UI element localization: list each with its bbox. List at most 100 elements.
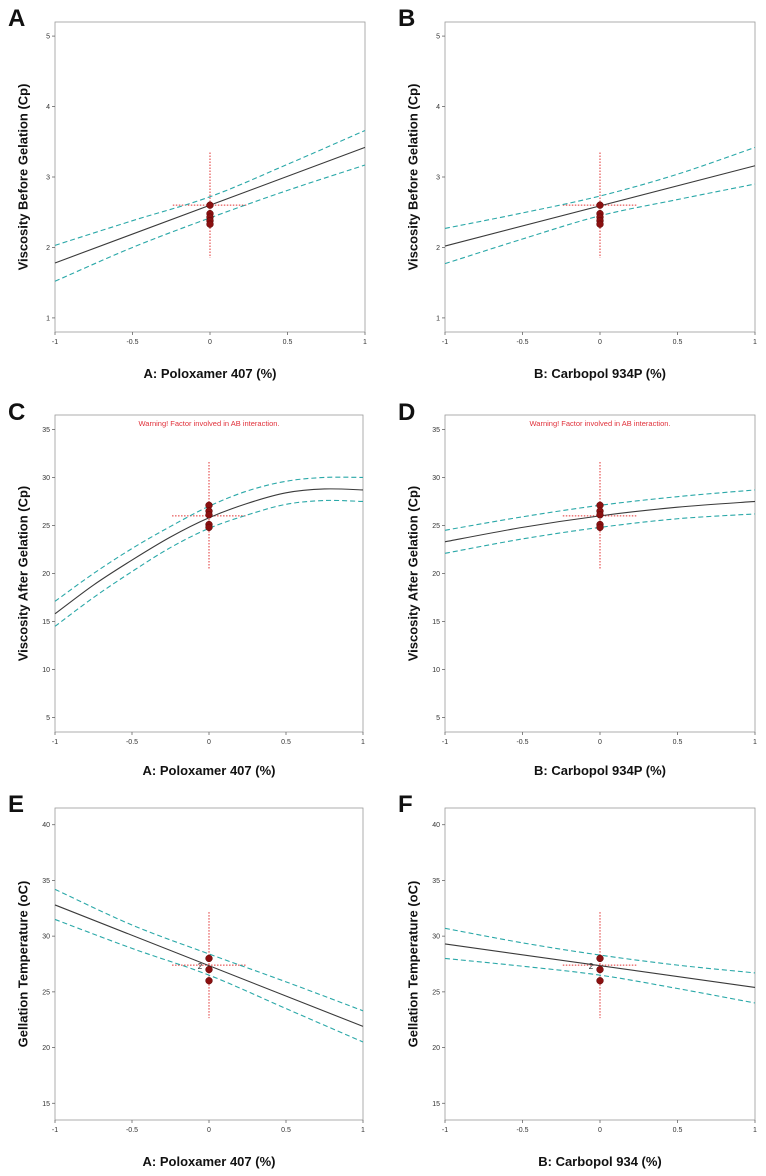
panel-b: B 1 2 3 4 5 -1 -0.5 0 0.5 1 B: Carbopol 934P (%) Vis… — [398, 5, 757, 381]
upper-ci-line — [54, 129, 366, 246]
y-tick-label: 40 — [432, 822, 440, 829]
x-tick-label: 0.5 — [281, 739, 291, 746]
x-tick-label: 0 — [207, 1127, 211, 1134]
design-point — [205, 977, 213, 985]
y-axis-title: Viscosity Before Gelation (Cp) — [15, 84, 30, 271]
y-axis-title: Gellation Temperature (oC) — [15, 881, 30, 1048]
design-point — [206, 201, 214, 209]
x-tick-label: 0.5 — [283, 339, 293, 346]
x-tick-label: 0.5 — [281, 1127, 291, 1134]
y-tick-label: 35 — [42, 427, 50, 434]
x-axis-title: B: Carbopol 934P (%) — [534, 366, 666, 381]
upper-ci-line — [444, 489, 756, 531]
panel-a: A 1 2 3 4 5 -1 -0.5 0 0.5 1 A: Poloxamer 407 (%) Vis… — [8, 5, 367, 381]
y-tick-label: 4 — [436, 104, 440, 111]
y-tick-label: 35 — [432, 427, 440, 434]
y-tick-label: 5 — [46, 715, 50, 722]
design-point — [205, 965, 213, 974]
panel-letter: B — [398, 5, 415, 32]
y-tick-label: 15 — [42, 619, 50, 626]
panel-c: C 5 10 15 20 25 30 35 -1 -0.5 0 0.5 1 A: Poloxamer 40… — [8, 399, 365, 778]
design-point — [205, 511, 213, 519]
lower-ci-line — [444, 957, 756, 1004]
x-tick-label: 1 — [363, 339, 367, 346]
panel-letter: C — [8, 399, 25, 426]
prediction-line — [54, 904, 364, 1027]
x-tick-label: -0.5 — [126, 339, 138, 346]
y-tick-label: 30 — [42, 475, 50, 482]
x-tick-label: 0.5 — [673, 339, 683, 346]
y-tick-label: 3 — [436, 175, 440, 182]
x-tick-label: 1 — [753, 339, 757, 346]
panel-letter: E — [8, 791, 24, 818]
x-tick-label: 0 — [598, 1127, 602, 1134]
replicate-count-label: 2 — [198, 962, 203, 971]
x-tick-label: -0.5 — [126, 739, 138, 746]
x-axis-title: A: Poloxamer 407 (%) — [143, 763, 276, 778]
x-tick-label: -0.5 — [516, 739, 528, 746]
design-point — [596, 954, 604, 963]
y-tick-label: 5 — [46, 34, 50, 41]
panel-letter: D — [398, 399, 415, 426]
y-tick-label: 15 — [42, 1101, 50, 1108]
y-tick-label: 5 — [436, 715, 440, 722]
panel-e: E 15 20 25 30 35 40 -1 -0.5 0 0.5 1 A: Poloxamer 407… — [8, 791, 365, 1169]
x-tick-label: 1 — [753, 1127, 757, 1134]
y-tick-label: 2 — [46, 245, 50, 252]
y-tick-label: 40 — [42, 822, 50, 829]
y-tick-label: 20 — [432, 1045, 440, 1052]
lower-ci-line — [444, 513, 756, 554]
lower-ci-line — [54, 164, 366, 282]
y-tick-label: 15 — [432, 619, 440, 626]
lower-ci-line — [54, 499, 364, 627]
interaction-warning: Warning! Factor involved in AB interacti… — [138, 419, 279, 428]
x-tick-label: -0.5 — [126, 1127, 138, 1134]
y-tick-label: 25 — [432, 523, 440, 530]
y-tick-label: 20 — [432, 571, 440, 578]
x-axis-title: A: Poloxamer 407 (%) — [144, 366, 277, 381]
upper-ci-line — [444, 927, 756, 974]
x-tick-label: 1 — [361, 739, 365, 746]
y-tick-label: 1 — [436, 315, 440, 322]
x-tick-label: 0.5 — [673, 1127, 683, 1134]
y-tick-label: 10 — [42, 667, 50, 674]
design-point — [206, 220, 214, 228]
x-tick-label: 1 — [753, 739, 757, 746]
x-tick-label: -1 — [52, 739, 58, 746]
x-tick-label: -0.5 — [516, 339, 528, 346]
y-tick-label: 2 — [436, 245, 440, 252]
panel-letter: F — [398, 791, 413, 818]
y-tick-label: 10 — [432, 667, 440, 674]
y-tick-label: 20 — [42, 1045, 50, 1052]
y-tick-label: 25 — [42, 523, 50, 530]
y-tick-label: 5 — [436, 34, 440, 41]
y-tick-label: 3 — [46, 175, 50, 182]
y-tick-label: 30 — [42, 934, 50, 941]
design-point — [596, 511, 604, 519]
x-tick-label: 0.5 — [673, 739, 683, 746]
x-tick-label: 0 — [598, 339, 602, 346]
y-axis-title: Viscosity Before Gelation (Cp) — [405, 84, 420, 271]
design-point — [596, 523, 604, 532]
y-tick-label: 4 — [46, 104, 50, 111]
x-tick-label: 0 — [207, 739, 211, 746]
x-tick-label: 1 — [361, 1127, 365, 1134]
x-tick-label: -1 — [442, 1127, 448, 1134]
x-tick-label: -1 — [442, 739, 448, 746]
design-point — [596, 965, 604, 974]
upper-ci-line — [54, 888, 364, 1012]
x-tick-label: -1 — [52, 339, 58, 346]
y-tick-label: 35 — [42, 878, 50, 885]
x-tick-label: 0 — [208, 339, 212, 346]
x-tick-label: -0.5 — [516, 1127, 528, 1134]
design-point — [596, 220, 604, 228]
x-axis-title: A: Poloxamer 407 (%) — [143, 1154, 276, 1169]
x-axis-title: B: Carbopol 934 (%) — [538, 1154, 662, 1169]
y-axis-title: Viscosity After Gelation (Cp) — [15, 486, 30, 662]
prediction-line — [444, 943, 756, 988]
x-tick-label: -1 — [52, 1127, 58, 1134]
x-axis-title: B: Carbopol 934P (%) — [534, 763, 666, 778]
y-tick-label: 20 — [42, 571, 50, 578]
interaction-warning: Warning! Factor involved in AB interacti… — [529, 419, 670, 428]
